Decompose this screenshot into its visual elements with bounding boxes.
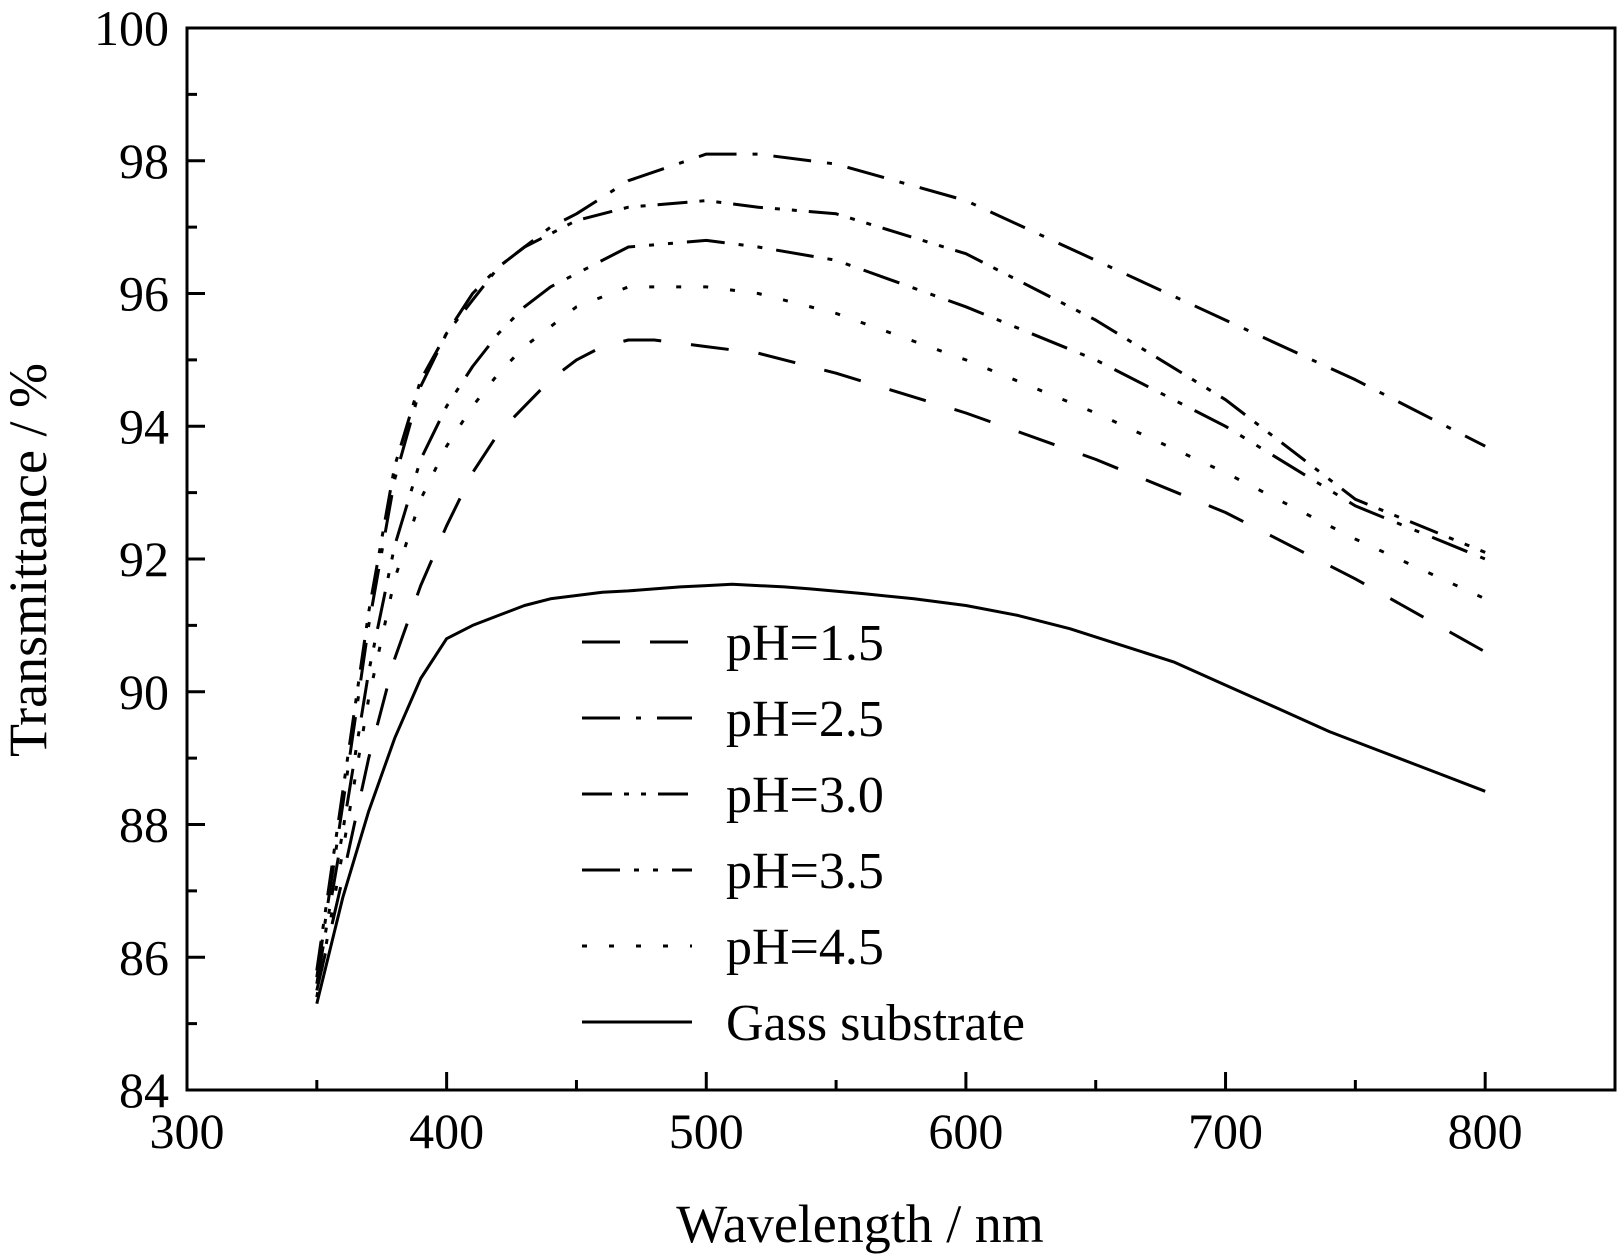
series-line-3 [315,199,1486,971]
x-tick-label: 700 [1188,1103,1263,1159]
series-line-6 [315,582,1486,1005]
y-tick-label: 88 [119,797,169,853]
y-tick-label: 90 [119,664,169,720]
y-tick-label: 98 [119,133,169,189]
plot-frame [185,26,1617,1092]
x-tick-label: 800 [1448,1103,1523,1159]
x-tick-label: 600 [928,1103,1003,1159]
x-tick-label: 500 [669,1103,744,1159]
legend-label: pH=3.5 [726,843,884,900]
x-tick-label: 300 [150,1103,225,1159]
y-tick-label: 84 [119,1062,169,1118]
y-axis: 84 86 88 90 92 94 96 98 100 [94,0,205,1118]
x-axis-title: Wavelength / nm [676,1194,1044,1254]
legend-label: pH=4.5 [726,919,884,976]
legend-label: pH=1.5 [726,615,884,672]
y-tick-label: 94 [119,398,169,454]
series-layer [315,152,1486,1005]
series-line-1 [315,338,1486,991]
series-line-4 [315,238,1486,985]
series-line-2 [315,152,1486,978]
legend-label: pH=2.5 [726,691,884,748]
y-tick-label: 100 [94,0,169,56]
y-axis-title: Transmittance / % [0,363,58,757]
legend-label: Gass substrate [726,995,1025,1052]
y-tick-label: 92 [119,531,169,587]
y-tick-label: 86 [119,929,169,985]
y-tick-label: 96 [119,266,169,322]
legend: pH=1.5 pH=2.5 pH=3.0 pH=3.5 pH=4.5 Gass subst… [582,615,1025,1052]
legend-label: pH=3.0 [726,767,884,824]
x-tick-label: 400 [409,1103,484,1159]
x-axis: 300 400 500 600 700 800 [150,1072,1523,1159]
